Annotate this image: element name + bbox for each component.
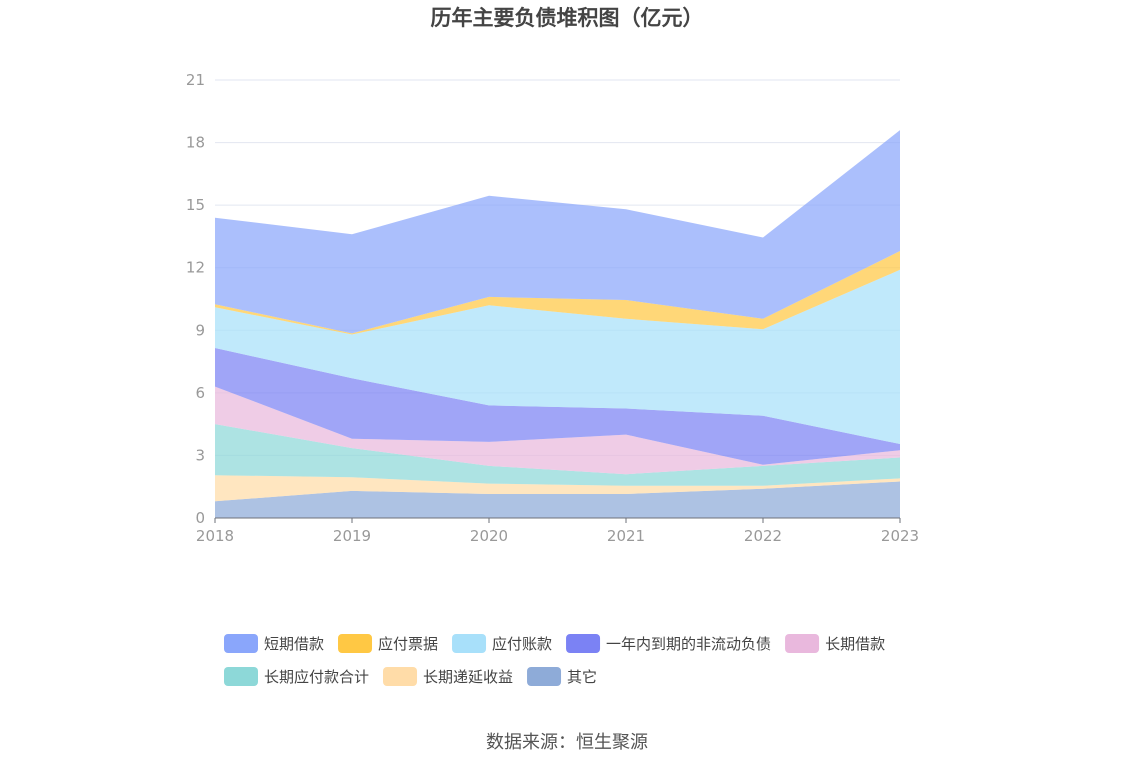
y-tick-label: 21 xyxy=(186,71,205,89)
legend-item[interactable]: 应付票据 xyxy=(338,634,438,653)
legend-item[interactable]: 一年内到期的非流动负债 xyxy=(566,634,771,653)
x-tick-label: 2020 xyxy=(470,527,508,545)
legend-swatch xyxy=(785,634,820,653)
legend-swatch xyxy=(527,667,562,686)
legend-swatch xyxy=(224,634,258,653)
legend-item[interactable]: 短期借款 xyxy=(224,634,324,653)
y-tick-label: 6 xyxy=(195,384,205,402)
axes: 0 3 6 9 12 15 18 21 2018 2019 2020 2021 2022 2023 xyxy=(186,71,919,545)
y-tick-label: 3 xyxy=(195,446,205,464)
x-tick-label: 2022 xyxy=(744,527,782,545)
x-tick-label: 2021 xyxy=(607,527,645,545)
area-1 xyxy=(215,475,900,502)
legend-label: 长期应付款合计 xyxy=(264,668,369,686)
legend-item[interactable]: 长期借款 xyxy=(785,634,885,653)
legend-label: 长期递延收益 xyxy=(423,668,513,686)
x-tick-label: 2019 xyxy=(333,527,371,545)
legend-item[interactable]: 长期递延收益 xyxy=(383,667,513,686)
area-2 xyxy=(215,424,900,486)
legend-label: 其它 xyxy=(567,668,597,686)
legend-swatch xyxy=(224,667,258,686)
area-0 xyxy=(215,481,900,518)
legend-label: 短期借款 xyxy=(264,635,324,653)
legend-item[interactable]: 其它 xyxy=(527,667,597,686)
y-tick-label: 15 xyxy=(186,196,205,214)
legend-swatch xyxy=(452,634,487,653)
legend-item[interactable]: 长期应付款合计 xyxy=(224,667,369,686)
y-tick-label: 0 xyxy=(195,509,205,527)
legend-label: 一年内到期的非流动负债 xyxy=(606,635,771,653)
legend-swatch xyxy=(566,634,601,653)
legend-swatch xyxy=(338,634,373,653)
data-source-note: 数据来源：恒生聚源 xyxy=(486,732,648,753)
chart-title: 历年主要负债堆积图（亿元） xyxy=(431,6,704,30)
area-5 xyxy=(215,269,900,444)
area-7 xyxy=(215,130,900,334)
legend-swatch xyxy=(383,667,418,686)
legend-item[interactable]: 应付账款 xyxy=(452,634,552,653)
legend-label: 长期借款 xyxy=(825,635,885,653)
y-tick-label: 9 xyxy=(195,321,205,339)
y-tick-label: 18 xyxy=(186,134,205,152)
x-tick-label: 2023 xyxy=(881,527,919,545)
y-tick-label: 12 xyxy=(186,259,205,277)
legend-label: 应付票据 xyxy=(378,635,438,653)
area-series xyxy=(215,130,900,518)
x-tick-label: 2018 xyxy=(196,527,234,545)
area-3 xyxy=(215,386,900,475)
legend-label: 应付账款 xyxy=(492,635,552,653)
area-4 xyxy=(215,348,900,465)
